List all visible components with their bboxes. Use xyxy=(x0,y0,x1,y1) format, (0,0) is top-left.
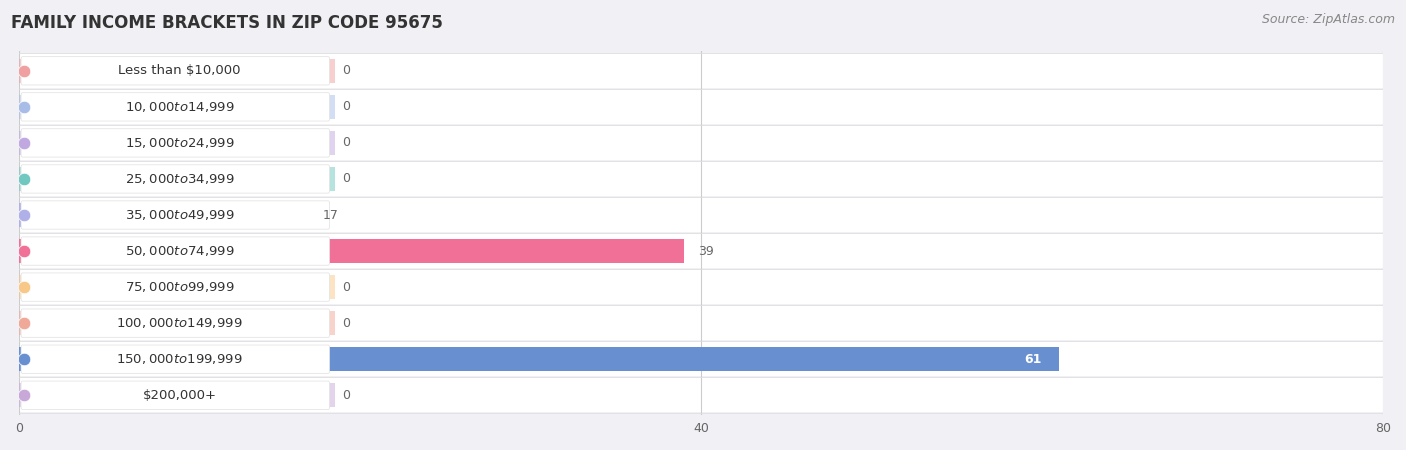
FancyBboxPatch shape xyxy=(21,93,329,121)
Bar xyxy=(20,126,1384,160)
Bar xyxy=(20,234,1384,268)
FancyBboxPatch shape xyxy=(21,129,329,157)
Bar xyxy=(20,342,1384,376)
Text: $200,000+: $200,000+ xyxy=(142,389,217,402)
FancyBboxPatch shape xyxy=(21,201,329,229)
Text: 39: 39 xyxy=(697,244,713,257)
Bar xyxy=(20,90,1384,124)
Text: $25,000 to $34,999: $25,000 to $34,999 xyxy=(125,172,235,186)
Text: 17: 17 xyxy=(322,208,339,221)
Bar xyxy=(20,347,1059,371)
Bar xyxy=(20,275,335,299)
FancyBboxPatch shape xyxy=(21,237,329,265)
Text: $50,000 to $74,999: $50,000 to $74,999 xyxy=(125,244,235,258)
Bar xyxy=(20,383,335,408)
Text: FAMILY INCOME BRACKETS IN ZIP CODE 95675: FAMILY INCOME BRACKETS IN ZIP CODE 95675 xyxy=(11,14,443,32)
Text: 0: 0 xyxy=(342,281,350,293)
Text: 0: 0 xyxy=(342,172,350,185)
Bar xyxy=(20,130,335,155)
Text: $100,000 to $149,999: $100,000 to $149,999 xyxy=(117,316,243,330)
FancyBboxPatch shape xyxy=(21,381,329,410)
FancyBboxPatch shape xyxy=(21,309,329,338)
Text: 61: 61 xyxy=(1025,353,1042,366)
Bar xyxy=(20,166,335,191)
Text: Source: ZipAtlas.com: Source: ZipAtlas.com xyxy=(1261,14,1395,27)
Bar xyxy=(20,311,335,335)
FancyBboxPatch shape xyxy=(21,273,329,301)
Text: Less than $10,000: Less than $10,000 xyxy=(118,64,240,77)
Text: $150,000 to $199,999: $150,000 to $199,999 xyxy=(117,352,243,366)
Bar xyxy=(20,54,1384,88)
FancyBboxPatch shape xyxy=(21,345,329,374)
Text: $35,000 to $49,999: $35,000 to $49,999 xyxy=(125,208,235,222)
Bar xyxy=(20,270,1384,304)
Text: 0: 0 xyxy=(342,389,350,402)
Bar xyxy=(20,306,1384,340)
Text: 0: 0 xyxy=(342,64,350,77)
Text: $15,000 to $24,999: $15,000 to $24,999 xyxy=(125,136,235,150)
Text: $75,000 to $99,999: $75,000 to $99,999 xyxy=(125,280,235,294)
Bar xyxy=(20,94,335,119)
FancyBboxPatch shape xyxy=(21,57,329,85)
Text: $10,000 to $14,999: $10,000 to $14,999 xyxy=(125,100,235,114)
Bar xyxy=(20,378,1384,412)
Text: 0: 0 xyxy=(342,136,350,149)
Text: 0: 0 xyxy=(342,317,350,330)
FancyBboxPatch shape xyxy=(21,165,329,193)
Bar xyxy=(20,239,683,263)
Bar xyxy=(20,58,335,83)
Bar xyxy=(20,198,1384,232)
Bar xyxy=(20,162,1384,196)
Text: 0: 0 xyxy=(342,100,350,113)
Bar xyxy=(20,203,309,227)
